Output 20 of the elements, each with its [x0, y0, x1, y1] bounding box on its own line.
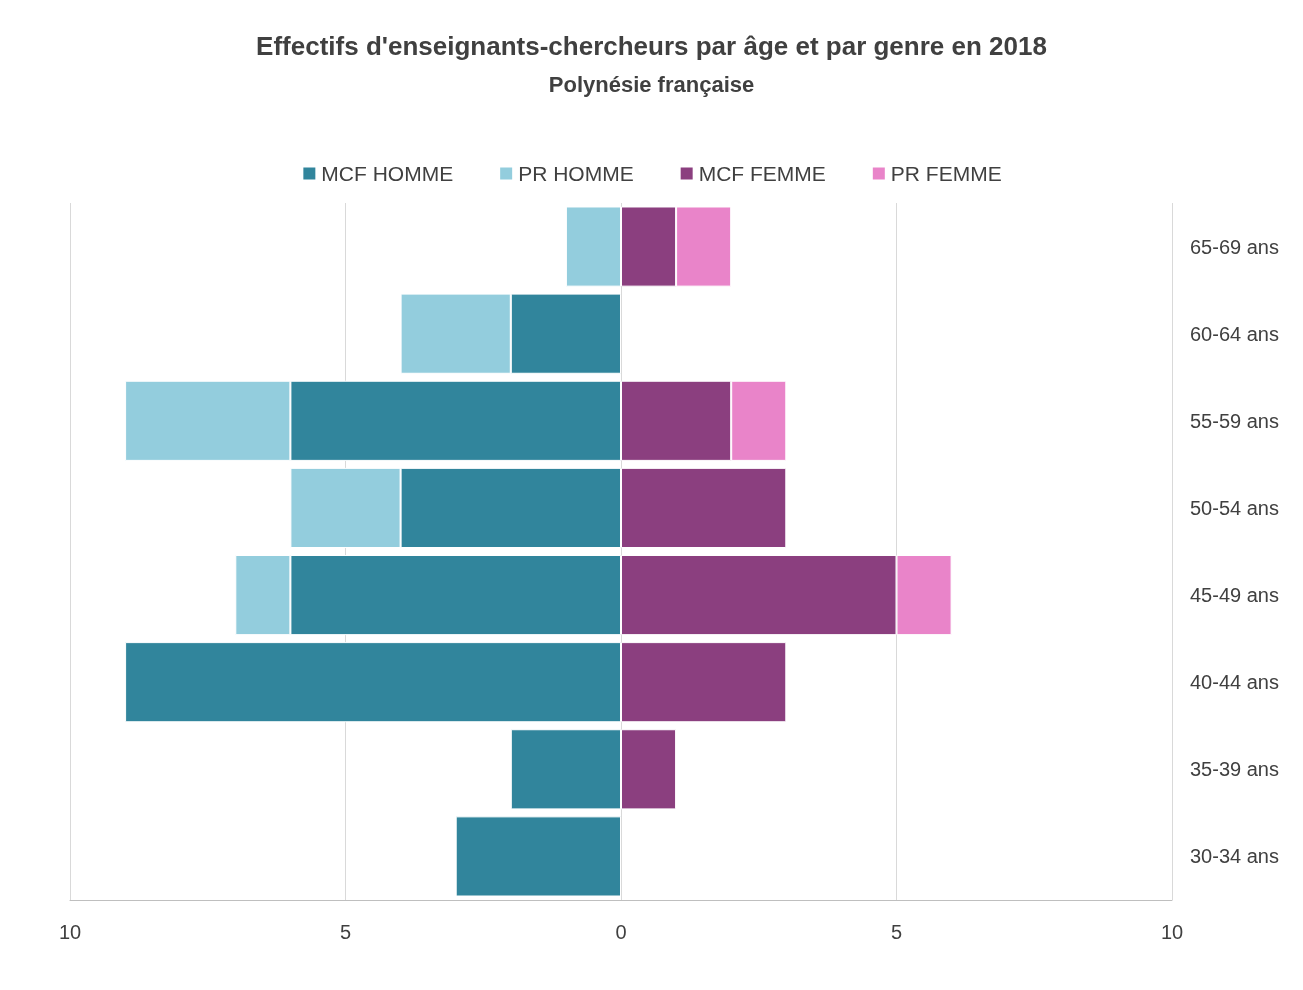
- x-tick-label: 0: [615, 921, 627, 943]
- legend-label: PR FEMME: [890, 162, 1002, 185]
- x-tick-label: 10: [58, 921, 82, 943]
- y-tick-label: 45-49 ans: [1190, 584, 1279, 607]
- legend-label: MCF FEMME: [698, 162, 826, 185]
- y-tick-label: 40-44 ans: [1190, 671, 1279, 694]
- y-tick-label: 50-54 ans: [1190, 496, 1279, 519]
- x-tick-label: 10: [1160, 921, 1184, 943]
- y-tick-label: 55-59 ans: [1190, 409, 1279, 432]
- y-tick-label: 30-34 ans: [1190, 845, 1279, 868]
- bar: [455, 816, 621, 897]
- y-tick-label: 65-69 ans: [1190, 235, 1279, 258]
- chart-subtitle: Polynésie française: [548, 71, 755, 97]
- legend-label: MCF HOMME: [321, 162, 454, 185]
- chart-title: Effectifs d'enseignants-chercheurs par âge et par genre en 2018: [256, 31, 1047, 61]
- y-tick-label: 60-64 ans: [1190, 322, 1279, 345]
- legend-label: PR HOMME: [518, 162, 634, 185]
- x-tick-label: 5: [339, 921, 352, 943]
- x-tick-label: 5: [890, 921, 903, 943]
- y-tick-label: 35-39 ans: [1190, 758, 1279, 781]
